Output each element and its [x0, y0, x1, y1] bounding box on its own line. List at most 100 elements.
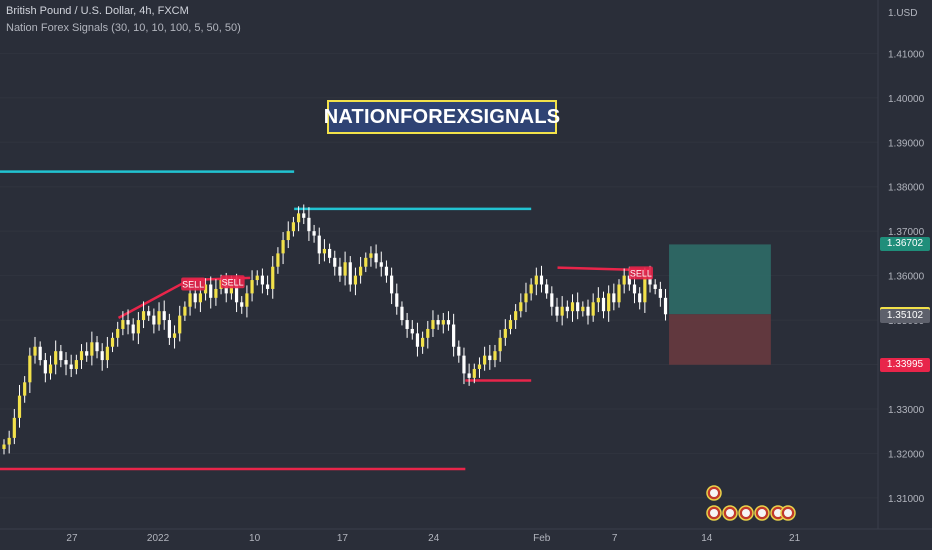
candle-body: [260, 275, 265, 285]
sell-signal: SELL: [181, 277, 206, 291]
chart-title: British Pound / U.S. Dollar, 4h, FXCM: [6, 5, 189, 17]
candle-body: [48, 364, 53, 374]
candle-body: [452, 324, 456, 347]
candle-body: [271, 266, 275, 289]
candle-body: [638, 293, 642, 303]
candle-body: [312, 231, 316, 236]
x-tick-label: 14: [701, 533, 713, 544]
y-tick-label: 1.39000: [888, 138, 925, 149]
candle-body: [302, 213, 306, 218]
event-flag-icon[interactable]: [780, 505, 796, 521]
candle-body: [545, 284, 549, 294]
brand-label: NATIONFOREXSIGNALS: [324, 100, 560, 134]
candle-body: [348, 262, 352, 285]
price-tag-stop-loss: 1.33995: [880, 357, 930, 372]
candle-body: [198, 293, 202, 303]
candle-body: [648, 275, 652, 285]
candle-body: [79, 351, 84, 361]
event-flag-icon[interactable]: [706, 505, 722, 521]
levels: [0, 170, 650, 471]
candle-body: [203, 284, 208, 294]
sell-signal: SELL: [220, 275, 245, 289]
candle-body: [591, 302, 595, 316]
candle-body: [374, 253, 378, 263]
candle-body: [95, 342, 99, 352]
candle-body: [33, 346, 37, 356]
candle-body: [379, 262, 383, 267]
candle-body: [69, 364, 73, 369]
candle-body: [431, 320, 435, 329]
candle-body: [183, 306, 187, 316]
candle-body: [643, 275, 647, 303]
candle-body: [281, 240, 285, 254]
candle-body: [570, 302, 575, 312]
candle-body: [565, 306, 569, 312]
candle-body: [364, 257, 368, 267]
candle-body: [555, 306, 559, 316]
y-tick-label: 1.36000: [888, 272, 925, 283]
x-tick-label: 24: [428, 533, 440, 544]
candle-body: [167, 320, 171, 338]
candle-body: [64, 360, 68, 365]
y-tick-label: 1.37000: [888, 227, 925, 238]
candle-body: [395, 293, 399, 307]
candle-body: [147, 311, 151, 316]
candle-body: [472, 368, 476, 378]
candle-body: [28, 355, 32, 383]
event-flag-icon[interactable]: [706, 485, 722, 501]
candle-body: [74, 360, 78, 369]
candle-body: [467, 373, 471, 378]
candle-body: [234, 284, 239, 303]
candle-body: [343, 262, 347, 276]
candle-body: [90, 342, 94, 356]
candle-body: [327, 248, 332, 258]
candle-body: [59, 351, 63, 361]
candle-body: [519, 302, 523, 312]
candle-body: [390, 275, 394, 294]
candle-body: [488, 355, 492, 361]
candle-body: [172, 333, 177, 338]
candle-body: [188, 293, 192, 307]
y-tick-label: 1.32000: [888, 449, 925, 460]
candle-body: [100, 351, 104, 361]
candle-body: [493, 351, 497, 361]
candle-body: [457, 346, 461, 356]
indicator-label[interactable]: Nation Forex Signals (30, 10, 10, 100, 5…: [6, 22, 241, 34]
candle-body: [446, 320, 451, 325]
candle-body: [612, 293, 616, 303]
candle-body: [601, 297, 606, 312]
x-tick-label: 21: [789, 533, 801, 544]
candle-body: [333, 257, 337, 267]
candle-body: [17, 395, 22, 418]
candle-body: [38, 346, 42, 361]
candle-body: [524, 293, 528, 303]
candle-body: [250, 280, 254, 294]
candle-body: [214, 288, 218, 298]
candle-body: [276, 253, 280, 267]
grid: [0, 52, 878, 499]
candle-body: [12, 417, 16, 438]
event-flag-icon[interactable]: [754, 505, 770, 521]
candle-body: [126, 320, 130, 325]
y-tick-label: 1.40000: [888, 94, 925, 105]
candle-body: [322, 248, 327, 254]
candle-body: [617, 284, 621, 303]
candle-body: [441, 320, 445, 325]
candle-body: [477, 364, 482, 369]
candle-body: [54, 351, 58, 365]
event-flags: [706, 485, 796, 521]
event-flag-icon[interactable]: [722, 505, 738, 521]
candle-body: [508, 320, 513, 329]
price-tag-take-profit: 1.36702: [880, 237, 930, 252]
event-flag-icon[interactable]: [738, 505, 754, 521]
candle-body: [353, 275, 358, 285]
candle-body: [157, 311, 161, 325]
x-tick-label: 7: [612, 533, 618, 544]
candle-body: [359, 266, 363, 276]
candle-body: [291, 222, 296, 232]
y-axis-top-label: 1.USD: [888, 8, 917, 19]
candle-body: [503, 328, 507, 338]
sell-signal: SELL: [628, 266, 653, 280]
